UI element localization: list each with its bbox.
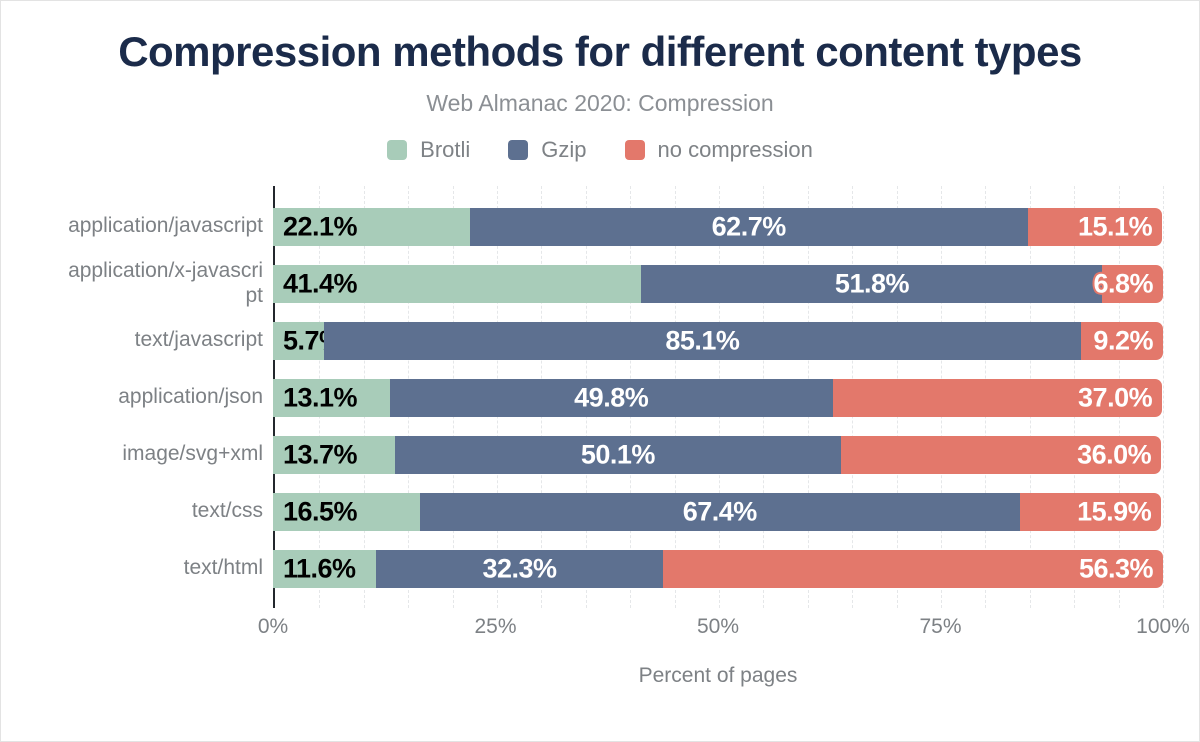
category-label: text/html bbox=[183, 556, 263, 580]
value-label: 13.1% bbox=[283, 382, 358, 412]
stacked-bar: 41.4% 51.8% 6.8% bbox=[273, 264, 1163, 303]
value-label: 50.1% bbox=[580, 439, 656, 469]
value-label: 32.3% bbox=[482, 553, 557, 583]
category-label: text/javascript bbox=[134, 328, 263, 352]
bar-row: text/css 16.5% 67.4% 15.9% bbox=[192, 483, 1163, 540]
stacked-bar: 22.1% 62.7% 15.1% bbox=[273, 207, 1163, 246]
bar-segment-brotli: 41.4% bbox=[273, 264, 642, 303]
x-axis-ticks: 0% 25% 50% 75% 100% bbox=[258, 608, 1190, 640]
bar-row: application/javascript 22.1% 62.7% 15.1% bbox=[68, 198, 1163, 255]
legend-swatch bbox=[508, 140, 529, 160]
value-label: 13.7% bbox=[283, 439, 358, 469]
bar-row: image/svg+xml 13.7% 50.1% 36.0% bbox=[122, 426, 1163, 483]
value-label: 56.3% bbox=[1078, 553, 1154, 583]
bar-segment-no-compression: 9.2% bbox=[1081, 321, 1163, 360]
bar-segment-no-compression: 6.8% bbox=[1093, 264, 1163, 303]
bar-segment-gzip: 32.3% bbox=[376, 549, 663, 588]
x-axis-title-row: Percent of pages bbox=[273, 664, 1163, 688]
legend-label: Gzip bbox=[541, 137, 587, 162]
value-label: 62.7% bbox=[711, 211, 787, 241]
value-label: 36.0% bbox=[1077, 439, 1152, 469]
bar-segment-gzip: 49.8% bbox=[389, 378, 833, 417]
value-label: 67.4% bbox=[682, 496, 758, 526]
legend-label: no compression bbox=[657, 137, 813, 162]
stacked-bar: 16.5% 67.4% 15.9% bbox=[273, 492, 1163, 531]
x-tick-label: 50% bbox=[696, 615, 740, 638]
x-tick-label: 75% bbox=[919, 615, 962, 638]
bar-segment-no-compression: 37.0% bbox=[832, 378, 1163, 417]
bar-segment-brotli: 5.7% bbox=[273, 321, 343, 360]
bar-segment-brotli: 22.1% bbox=[273, 207, 470, 246]
value-label: 51.8% bbox=[834, 268, 910, 298]
value-label: 85.1% bbox=[665, 325, 740, 355]
value-label: 37.0% bbox=[1078, 382, 1153, 412]
x-axis-title: Percent of pages bbox=[638, 664, 798, 687]
bar-row: application/x-javascri pt 41.4% 51.8% 6.8% bbox=[68, 255, 1163, 312]
bar-segment-brotli: 13.7% bbox=[273, 435, 395, 474]
bar-segment-gzip: 50.1% bbox=[394, 435, 841, 474]
value-label: 15.1% bbox=[1078, 211, 1153, 241]
bar-segment-brotli: 16.5% bbox=[273, 492, 420, 531]
bar-row: application/json 13.1% 49.8% 37.0% bbox=[118, 369, 1163, 426]
bar-segment-no-compression: 15.1% bbox=[1027, 207, 1163, 246]
category-label: text/css bbox=[191, 499, 263, 523]
bar-segment-no-compression: 56.3% bbox=[662, 549, 1164, 588]
chart-title: Compression methods for different conten… bbox=[118, 28, 1082, 75]
legend-swatch bbox=[387, 140, 408, 160]
stacked-bar: 13.1% 49.8% 37.0% bbox=[273, 378, 1163, 417]
category-label: application/x-javascri pt bbox=[68, 259, 263, 307]
stacked-bar: 11.6% 32.3% 56.3% bbox=[273, 549, 1164, 588]
bar-segment-no-compression: 36.0% bbox=[840, 435, 1162, 474]
legend-item-gzip: Gzip bbox=[508, 137, 587, 163]
bar-segment-gzip: 67.4% bbox=[419, 492, 1020, 531]
bar-segment-brotli: 11.6% bbox=[273, 549, 377, 588]
bar-segment-gzip: 85.1% bbox=[323, 321, 1082, 360]
category-label: image/svg+xml bbox=[122, 442, 263, 466]
value-label: 41.4% bbox=[283, 268, 358, 298]
category-label: application/javascript bbox=[68, 214, 263, 238]
plot-area: application/javascript 22.1% 62.7% 15.1% app… bbox=[68, 186, 1164, 608]
category-label: application/json bbox=[118, 385, 263, 409]
bar-segment-gzip: 62.7% bbox=[469, 207, 1028, 246]
x-tick-label: 100% bbox=[1136, 615, 1190, 638]
x-tick-label: 25% bbox=[474, 615, 517, 638]
gridline bbox=[1163, 186, 1164, 608]
stacked-bar-chart: application/javascript 22.1% 62.7% 15.1% app… bbox=[1, 186, 1199, 688]
bar-row: text/html 11.6% 32.3% 56.3% bbox=[184, 540, 1164, 597]
value-label: 15.9% bbox=[1077, 496, 1152, 526]
bar-segment-brotli: 13.1% bbox=[273, 378, 390, 417]
value-label: 9.2% bbox=[1093, 325, 1153, 355]
chart-subtitle: Web Almanac 2020: Compression bbox=[426, 90, 774, 116]
legend-label: Brotli bbox=[420, 137, 471, 162]
legend-item-brotli: Brotli bbox=[387, 137, 470, 163]
bar-segment-gzip: 51.8% bbox=[641, 264, 1103, 303]
legend-item-no-compression: no compression bbox=[624, 137, 813, 163]
value-label: 22.1% bbox=[283, 211, 358, 241]
stacked-bar: 5.7% 85.1% 9.2% bbox=[273, 321, 1163, 360]
value-label: 49.8% bbox=[574, 382, 649, 412]
bar-row: text/javascript 5.7% 85.1% 9.2% bbox=[135, 312, 1163, 369]
value-label: 6.8% bbox=[1093, 268, 1153, 298]
value-label: 11.6% bbox=[283, 553, 356, 583]
legend-swatch bbox=[624, 140, 645, 160]
bar-segment-no-compression: 15.9% bbox=[1019, 492, 1162, 531]
value-label: 16.5% bbox=[283, 496, 358, 526]
stacked-bar: 13.7% 50.1% 36.0% bbox=[273, 435, 1163, 474]
x-tick-label: 0% bbox=[257, 615, 289, 638]
legend: Brotli Gzip no compression bbox=[1, 137, 1199, 163]
